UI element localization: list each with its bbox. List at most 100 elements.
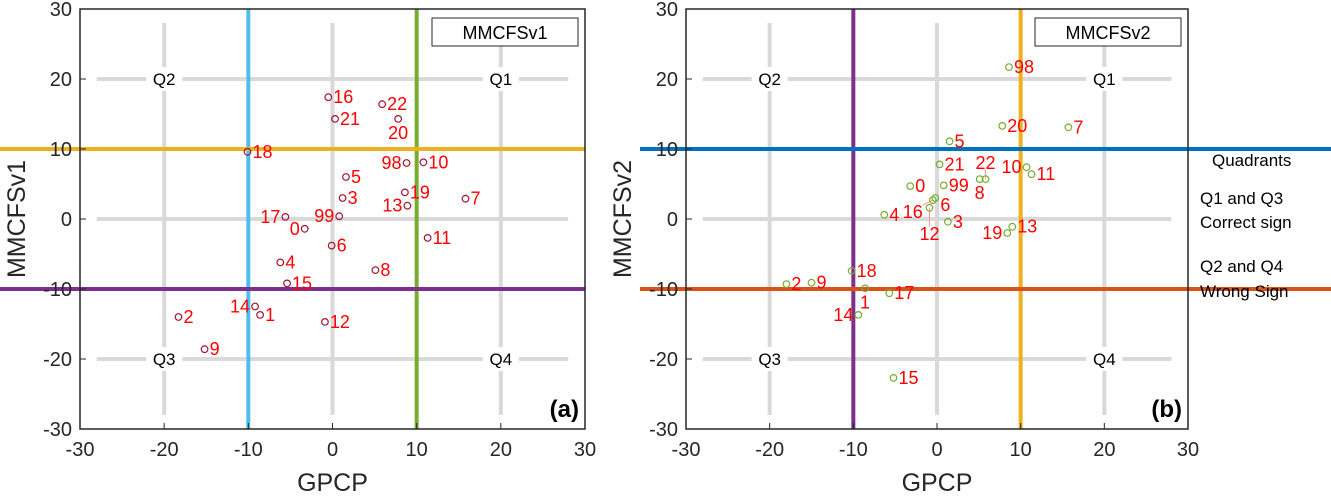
data-point bbox=[928, 196, 937, 205]
y-tick-label: 20 bbox=[50, 69, 72, 91]
x-tick-label: -20 bbox=[755, 439, 784, 461]
quadrant-label: Q4 bbox=[489, 350, 512, 369]
data-point-label: 11 bbox=[433, 228, 452, 248]
data-point bbox=[906, 182, 915, 191]
y-tick-label: 0 bbox=[667, 209, 678, 231]
data-point-label: 13 bbox=[1017, 217, 1037, 237]
data-point bbox=[1008, 222, 1017, 231]
quadrant-label: Q1 bbox=[1093, 70, 1116, 89]
quadrant-label-bg bbox=[751, 67, 788, 91]
data-point-label: 19 bbox=[982, 223, 1002, 243]
data-point bbox=[324, 93, 333, 102]
data-point bbox=[782, 280, 791, 289]
data-point-label: 3 bbox=[953, 212, 963, 232]
y-tick-label: 0 bbox=[61, 209, 72, 231]
data-point-label: 15 bbox=[898, 368, 918, 388]
data-point bbox=[880, 210, 889, 219]
quadrant-label-bg bbox=[751, 347, 788, 371]
x-tick-label: 30 bbox=[1177, 439, 1199, 461]
y-tick-label: 30 bbox=[656, 0, 678, 21]
data-point-label: 16 bbox=[903, 202, 923, 222]
data-point-label: 11 bbox=[1037, 164, 1056, 184]
x-tick-label: 10 bbox=[406, 439, 428, 461]
quadrant-label: Q2 bbox=[758, 70, 781, 89]
data-point bbox=[243, 147, 252, 156]
quadrant-label-bg bbox=[1086, 347, 1123, 371]
quadrant-label-bg bbox=[1086, 67, 1123, 91]
data-point-label: 16 bbox=[333, 87, 353, 107]
data-point bbox=[461, 194, 470, 203]
legend-correct-line1: Q1 and Q3 bbox=[1200, 189, 1283, 208]
panel-label: (a) bbox=[550, 396, 579, 423]
y-tick-label: 10 bbox=[50, 139, 72, 161]
x-tick-label: 10 bbox=[1010, 439, 1032, 461]
quadrant-label-bg bbox=[146, 347, 183, 371]
data-point-label: 0 bbox=[290, 219, 300, 239]
data-point bbox=[300, 224, 309, 233]
data-point-label: 7 bbox=[470, 189, 480, 209]
data-point-label: 21 bbox=[945, 154, 965, 174]
data-point bbox=[342, 173, 350, 181]
data-point bbox=[854, 311, 863, 319]
y-tick-label: 10 bbox=[656, 139, 678, 161]
data-point-label: 10 bbox=[1001, 157, 1021, 177]
data-point bbox=[403, 201, 412, 210]
quadrant-legend: Quadrants Q1 and Q3 Correct sign Q2 and … bbox=[1200, 151, 1292, 301]
data-point bbox=[807, 278, 816, 287]
data-point bbox=[402, 159, 411, 167]
y-tick-label: -10 bbox=[43, 279, 72, 301]
data-point-label: 13 bbox=[382, 196, 402, 216]
data-point-label: 99 bbox=[314, 206, 334, 226]
x-tick-label: -10 bbox=[839, 439, 868, 461]
data-point-label: 6 bbox=[940, 195, 950, 215]
data-point bbox=[378, 100, 387, 109]
y-tick-label: -20 bbox=[43, 349, 72, 371]
panel-label: (b) bbox=[1151, 396, 1182, 423]
data-point-label: 2 bbox=[791, 274, 801, 294]
quadrant-label-bg bbox=[482, 347, 519, 371]
legend-correct-line2: Correct sign bbox=[1200, 213, 1292, 232]
y-tick-label: -10 bbox=[649, 279, 678, 301]
data-point-label: 3 bbox=[348, 188, 358, 208]
data-point bbox=[331, 114, 339, 123]
data-point bbox=[943, 217, 952, 226]
x-axis-label: GPCP bbox=[902, 469, 973, 497]
data-point-label: 12 bbox=[330, 312, 350, 332]
data-point bbox=[945, 137, 954, 146]
legend-box bbox=[431, 17, 579, 47]
data-point-label: 19 bbox=[410, 182, 430, 202]
data-point bbox=[885, 289, 894, 298]
data-point bbox=[251, 302, 259, 311]
quadrant-label: Q4 bbox=[1093, 350, 1116, 369]
x-tick-label: -20 bbox=[150, 439, 179, 461]
x-tick-label: -30 bbox=[672, 439, 701, 461]
data-point bbox=[283, 279, 291, 288]
data-point bbox=[847, 266, 856, 275]
data-point bbox=[861, 284, 869, 293]
y-tick-label: 30 bbox=[50, 0, 72, 21]
data-point bbox=[394, 114, 403, 123]
data-point-label: 15 bbox=[292, 273, 312, 293]
data-point-label: 18 bbox=[252, 142, 272, 162]
data-point-label: 6 bbox=[337, 236, 347, 256]
data-point-label: 0 bbox=[915, 176, 925, 196]
data-point-label: 1 bbox=[860, 292, 870, 312]
x-tick-label: 0 bbox=[327, 439, 338, 461]
data-point bbox=[1003, 229, 1012, 237]
data-point-label: 4 bbox=[889, 205, 899, 225]
data-point bbox=[1027, 170, 1036, 179]
quadrant-label: Q3 bbox=[153, 350, 176, 369]
y-tick-label: 20 bbox=[656, 69, 678, 91]
data-point-label: 5 bbox=[351, 167, 361, 187]
y-tick-label: -30 bbox=[43, 419, 72, 441]
data-point bbox=[1064, 123, 1073, 132]
x-tick-label: -10 bbox=[234, 439, 263, 461]
x-axis-label: GPCP bbox=[297, 469, 368, 497]
x-tick-label: 0 bbox=[931, 439, 942, 461]
quadrant-label: Q2 bbox=[153, 70, 176, 89]
data-point bbox=[174, 313, 183, 321]
label-leader-line bbox=[922, 199, 933, 206]
data-point bbox=[276, 258, 285, 267]
